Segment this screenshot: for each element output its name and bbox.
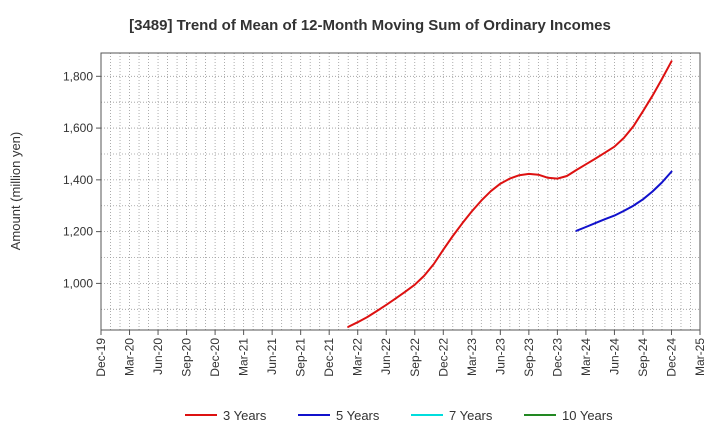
x-tick-label: Dec-21 (322, 338, 336, 377)
series-lines (347, 60, 673, 328)
y-tick-label: 1,200 (63, 225, 93, 239)
x-tick-label: Mar-23 (465, 338, 479, 376)
x-tick-label: Jun-21 (265, 338, 279, 375)
legend-label: 5 Years (336, 408, 380, 423)
x-tick-label: Jun-23 (493, 338, 507, 375)
x-tick-label: Mar-25 (693, 338, 707, 376)
y-tick-label: 1,400 (63, 173, 93, 187)
x-tick-label: Mar-21 (237, 338, 251, 376)
y-tick-label: 1,800 (63, 69, 93, 83)
axes: 1,000 1,200 1,400 1,600 1,800 Dec-19 Mar-20 Jun… (63, 52, 707, 377)
x-tick-label: Sep-20 (180, 338, 194, 377)
x-tick-label: Sep-21 (294, 338, 308, 377)
x-tick-label: Dec-23 (550, 338, 564, 377)
x-tick-label: Sep-22 (408, 338, 422, 377)
plot-frame (100, 52, 701, 331)
y-tick-label: 1,600 (63, 121, 93, 135)
y-tick-label: 1,000 (63, 276, 93, 290)
x-tick-label: Dec-20 (208, 338, 222, 377)
grid (100, 53, 701, 330)
x-tick-label: Mar-24 (579, 338, 593, 376)
y-axis-label: Amount (million yen) (8, 132, 23, 251)
series-line-5-years (575, 170, 673, 232)
x-tick-label: Sep-23 (522, 338, 536, 377)
x-tick-label: Sep-24 (636, 338, 650, 377)
x-tick-label: Jun-24 (607, 338, 621, 375)
x-tick-label: Jun-22 (379, 338, 393, 375)
plot-area (101, 53, 700, 330)
legend-label: 7 Years (449, 408, 493, 423)
legend-label: 10 Years (562, 408, 613, 423)
x-tick-label: Dec-24 (664, 338, 678, 377)
legend-label: 3 Years (223, 408, 267, 423)
x-tick-label: Dec-19 (94, 338, 108, 377)
legend: 3 Years 5 Years 7 Years 10 Years (185, 408, 613, 423)
chart-title: [3489] Trend of Mean of 12-Month Moving … (129, 17, 611, 34)
x-tick-label: Jun-20 (151, 338, 165, 375)
x-tick-label: Mar-20 (123, 338, 137, 376)
x-tick-label: Dec-22 (436, 338, 450, 377)
series-line-3-years (347, 60, 673, 328)
x-tick-label: Mar-22 (351, 338, 365, 376)
